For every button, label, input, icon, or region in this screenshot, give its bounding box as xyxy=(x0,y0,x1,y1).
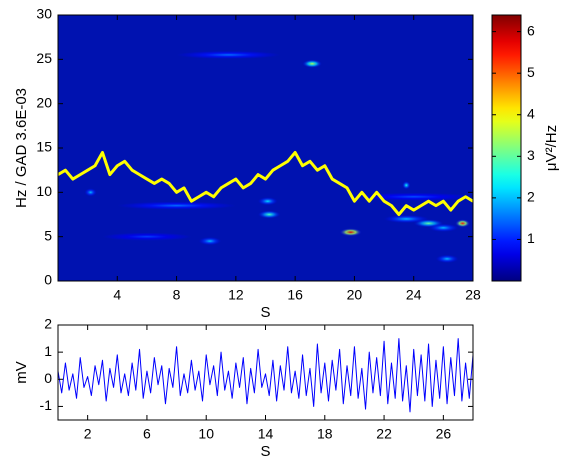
colorbar-tick-label: 6 xyxy=(527,22,535,38)
spectral-spot xyxy=(84,188,97,197)
x-tick-label: 14 xyxy=(258,426,274,442)
spectral-spot xyxy=(258,210,281,219)
y-axis-label: Hz / GAD 3.6E-03 xyxy=(13,88,30,208)
y-tick-label: 20 xyxy=(36,94,52,110)
spectral-spot xyxy=(435,254,459,263)
y-tick-label: -1 xyxy=(40,397,53,413)
x-tick-label: 10 xyxy=(198,426,214,442)
x-tick-label: 8 xyxy=(173,287,181,303)
colorbar-tick-label: 1 xyxy=(527,230,535,246)
spectral-spot xyxy=(339,228,362,237)
spectral-spot xyxy=(176,50,281,59)
x-tick-label: 12 xyxy=(228,287,244,303)
y-tick-label: 1 xyxy=(44,343,52,359)
y-tick-label: 10 xyxy=(36,183,52,199)
colorbar-tick-label: 3 xyxy=(527,147,535,163)
y-tick-label: 2 xyxy=(44,316,52,332)
y-tick-label: 5 xyxy=(44,227,52,243)
y-tick-label: 30 xyxy=(36,6,52,22)
x-axis-label: S xyxy=(260,443,270,460)
y-tick-label: 0 xyxy=(44,370,52,386)
spectral-spot xyxy=(198,237,222,246)
spectral-spot xyxy=(428,223,459,232)
y-tick-label: 25 xyxy=(36,50,52,66)
colorbar xyxy=(491,14,522,282)
x-tick-label: 20 xyxy=(347,287,363,303)
spectral-spot xyxy=(258,197,278,206)
colorbar-tick-label: 5 xyxy=(527,64,535,80)
colorbar-tick-label: 2 xyxy=(527,189,535,205)
spectral-spot xyxy=(102,232,192,241)
colorbar-tick-label: 4 xyxy=(527,105,535,121)
data-line xyxy=(58,338,473,413)
spectral-spot xyxy=(302,59,322,68)
y-tick-label: 15 xyxy=(36,139,52,155)
x-tick-label: 26 xyxy=(436,426,452,442)
x-tick-label: 24 xyxy=(406,287,422,303)
y-axis-label: mV xyxy=(13,361,30,384)
plot-area xyxy=(58,325,473,420)
spectral-spot xyxy=(117,201,236,210)
colorbar-label: μV²/Hz xyxy=(543,125,560,171)
x-tick-label: 18 xyxy=(317,426,333,442)
spectral-spot xyxy=(354,192,473,201)
plot-area xyxy=(58,15,473,281)
x-tick-label: 28 xyxy=(465,287,481,303)
x-tick-label: 4 xyxy=(113,287,121,303)
plot-background xyxy=(58,325,473,420)
spectral-spot xyxy=(402,181,411,190)
x-axis-label: S xyxy=(260,304,270,321)
x-tick-label: 2 xyxy=(84,426,92,442)
spectral-spot xyxy=(455,219,471,228)
y-tick-label: 0 xyxy=(44,272,52,288)
data-line xyxy=(58,150,473,216)
x-tick-label: 16 xyxy=(287,287,303,303)
x-tick-label: 6 xyxy=(143,426,151,442)
x-tick-label: 22 xyxy=(376,426,392,442)
